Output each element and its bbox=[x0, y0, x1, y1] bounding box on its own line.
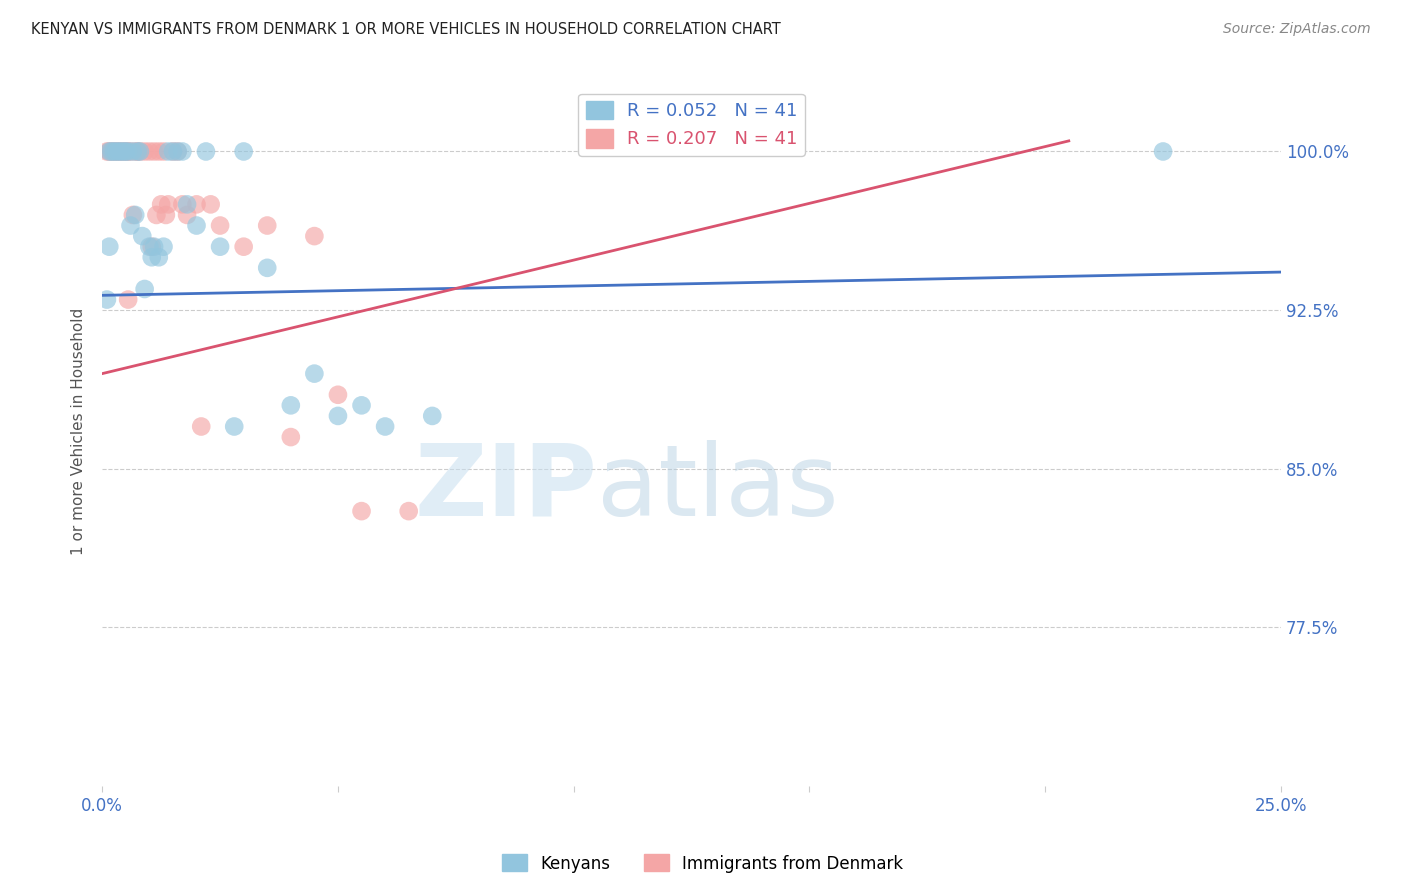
Point bbox=[186, 197, 208, 211]
Point bbox=[112, 145, 135, 159]
Point bbox=[121, 208, 143, 222]
Point bbox=[120, 219, 142, 233]
Legend: R = 0.052   N = 41, R = 0.207   N = 41: R = 0.052 N = 41, R = 0.207 N = 41 bbox=[578, 94, 804, 156]
Point bbox=[157, 145, 180, 159]
Point bbox=[117, 145, 139, 159]
Point bbox=[105, 145, 128, 159]
Point bbox=[127, 145, 149, 159]
Point bbox=[209, 219, 232, 233]
Point bbox=[129, 145, 152, 159]
Point bbox=[374, 419, 396, 434]
Point bbox=[98, 145, 121, 159]
Point bbox=[1152, 145, 1174, 159]
Point bbox=[96, 145, 118, 159]
Point bbox=[127, 145, 149, 159]
Point bbox=[138, 240, 160, 254]
Point bbox=[304, 367, 326, 381]
Point bbox=[176, 208, 198, 222]
Point bbox=[100, 145, 122, 159]
Point bbox=[114, 145, 136, 159]
Point bbox=[166, 145, 188, 159]
Text: atlas: atlas bbox=[598, 440, 839, 537]
Point bbox=[176, 197, 198, 211]
Legend: Kenyans, Immigrants from Denmark: Kenyans, Immigrants from Denmark bbox=[496, 847, 910, 880]
Text: ZIP: ZIP bbox=[415, 440, 598, 537]
Point bbox=[129, 145, 152, 159]
Y-axis label: 1 or more Vehicles in Household: 1 or more Vehicles in Household bbox=[72, 308, 86, 556]
Point bbox=[155, 208, 177, 222]
Point bbox=[232, 240, 254, 254]
Point bbox=[148, 145, 170, 159]
Point bbox=[110, 145, 132, 159]
Point bbox=[134, 145, 156, 159]
Point bbox=[145, 208, 167, 222]
Point bbox=[103, 145, 125, 159]
Point bbox=[96, 293, 118, 307]
Point bbox=[162, 145, 184, 159]
Point bbox=[209, 240, 232, 254]
Point bbox=[420, 409, 443, 423]
Point bbox=[326, 409, 349, 423]
Point bbox=[304, 229, 326, 244]
Point bbox=[326, 388, 349, 402]
Point bbox=[256, 260, 278, 275]
Point bbox=[103, 145, 125, 159]
Point bbox=[98, 240, 121, 254]
Point bbox=[117, 293, 139, 307]
Point bbox=[172, 145, 194, 159]
Point bbox=[350, 504, 373, 518]
Point bbox=[162, 145, 184, 159]
Point bbox=[138, 145, 160, 159]
Point bbox=[143, 240, 166, 254]
Point bbox=[256, 219, 278, 233]
Point bbox=[143, 145, 166, 159]
Text: KENYAN VS IMMIGRANTS FROM DENMARK 1 OR MORE VEHICLES IN HOUSEHOLD CORRELATION CH: KENYAN VS IMMIGRANTS FROM DENMARK 1 OR M… bbox=[31, 22, 780, 37]
Point bbox=[166, 145, 188, 159]
Point bbox=[172, 197, 194, 211]
Point bbox=[152, 240, 174, 254]
Point bbox=[141, 250, 163, 264]
Point bbox=[152, 145, 174, 159]
Point bbox=[186, 219, 208, 233]
Point bbox=[107, 145, 129, 159]
Point bbox=[120, 145, 142, 159]
Point bbox=[280, 398, 302, 412]
Point bbox=[232, 145, 254, 159]
Point bbox=[105, 145, 128, 159]
Point bbox=[280, 430, 302, 444]
Point bbox=[134, 282, 156, 296]
Point bbox=[350, 398, 373, 412]
Point bbox=[131, 229, 153, 244]
Point bbox=[200, 197, 222, 211]
Point bbox=[98, 145, 121, 159]
Point bbox=[148, 250, 170, 264]
Point bbox=[121, 145, 143, 159]
Text: Source: ZipAtlas.com: Source: ZipAtlas.com bbox=[1223, 22, 1371, 37]
Point bbox=[114, 145, 136, 159]
Point bbox=[100, 145, 122, 159]
Point bbox=[112, 145, 135, 159]
Point bbox=[124, 208, 146, 222]
Point bbox=[398, 504, 420, 518]
Point bbox=[190, 419, 212, 434]
Point bbox=[124, 145, 146, 159]
Point bbox=[141, 240, 163, 254]
Point bbox=[107, 145, 129, 159]
Point bbox=[110, 145, 132, 159]
Point bbox=[117, 145, 139, 159]
Point bbox=[157, 197, 180, 211]
Point bbox=[224, 419, 246, 434]
Point bbox=[194, 145, 217, 159]
Point bbox=[150, 197, 173, 211]
